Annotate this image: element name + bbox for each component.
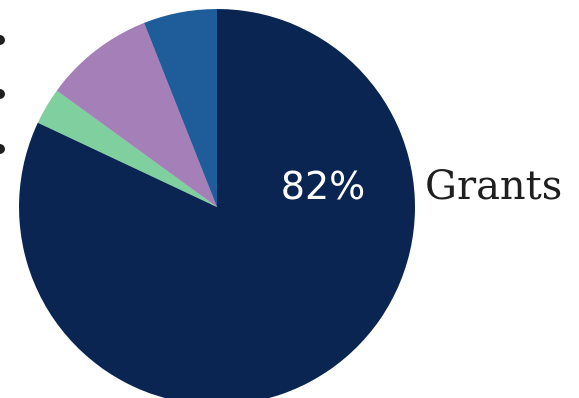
- pie-slice-2: [56, 22, 217, 208]
- data-label-grants-percent: 82%: [281, 164, 365, 208]
- edge-marker-dot: [0, 144, 5, 154]
- pie-slice-0: [19, 9, 415, 398]
- pie-slices: [19, 9, 415, 398]
- pie-slice-1: [37, 90, 218, 207]
- pie-slice-3: [144, 9, 217, 207]
- category-label-grants: Grants: [425, 163, 562, 209]
- edge-marker-dot: [0, 89, 5, 99]
- edge-marker-dot: [0, 35, 5, 45]
